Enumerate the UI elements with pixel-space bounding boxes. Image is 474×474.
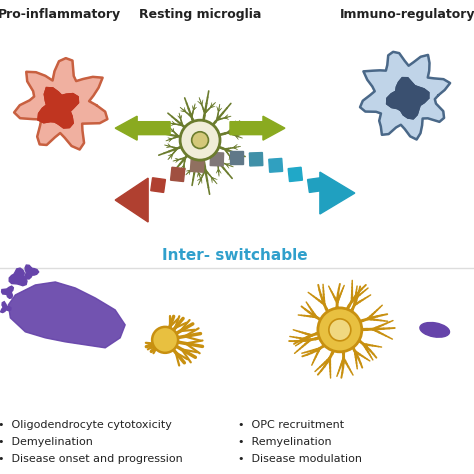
Bar [151, 178, 165, 192]
Circle shape [191, 132, 209, 148]
Text: •  Disease onset and progression: • Disease onset and progression [0, 454, 183, 464]
Polygon shape [115, 178, 148, 222]
Bar [308, 178, 322, 192]
Bar [210, 153, 224, 166]
Polygon shape [25, 265, 39, 279]
Circle shape [329, 319, 351, 341]
Text: Inter- switchable: Inter- switchable [162, 248, 308, 263]
Circle shape [152, 327, 178, 353]
Bar [191, 158, 204, 172]
Circle shape [318, 308, 362, 352]
Ellipse shape [420, 322, 449, 337]
Polygon shape [360, 52, 450, 139]
Text: •  Demyelination: • Demyelination [0, 437, 93, 447]
Polygon shape [14, 58, 108, 149]
Text: Resting microglia: Resting microglia [139, 9, 261, 21]
Text: Immuno-regulatory: Immuno-regulatory [340, 9, 474, 21]
Polygon shape [320, 172, 355, 214]
Bar [230, 151, 243, 164]
Circle shape [180, 120, 220, 160]
Bar [171, 167, 185, 182]
FancyArrow shape [230, 116, 285, 140]
Text: •  Remyelination: • Remyelination [238, 437, 332, 447]
Polygon shape [9, 282, 125, 348]
Text: •  OPC recruitment: • OPC recruitment [238, 419, 344, 430]
Text: •  Oligodendrocyte cytotoxicity: • Oligodendrocyte cytotoxicity [0, 419, 172, 430]
Polygon shape [0, 301, 11, 312]
Bar [288, 167, 302, 182]
Polygon shape [38, 88, 79, 128]
Text: Pro-inflammatory: Pro-inflammatory [0, 9, 121, 21]
Polygon shape [9, 268, 27, 286]
Polygon shape [387, 78, 429, 119]
Polygon shape [1, 286, 13, 298]
Bar [249, 153, 263, 166]
Text: •  Disease modulation: • Disease modulation [238, 454, 362, 464]
FancyArrow shape [115, 116, 170, 140]
Bar [269, 158, 283, 172]
